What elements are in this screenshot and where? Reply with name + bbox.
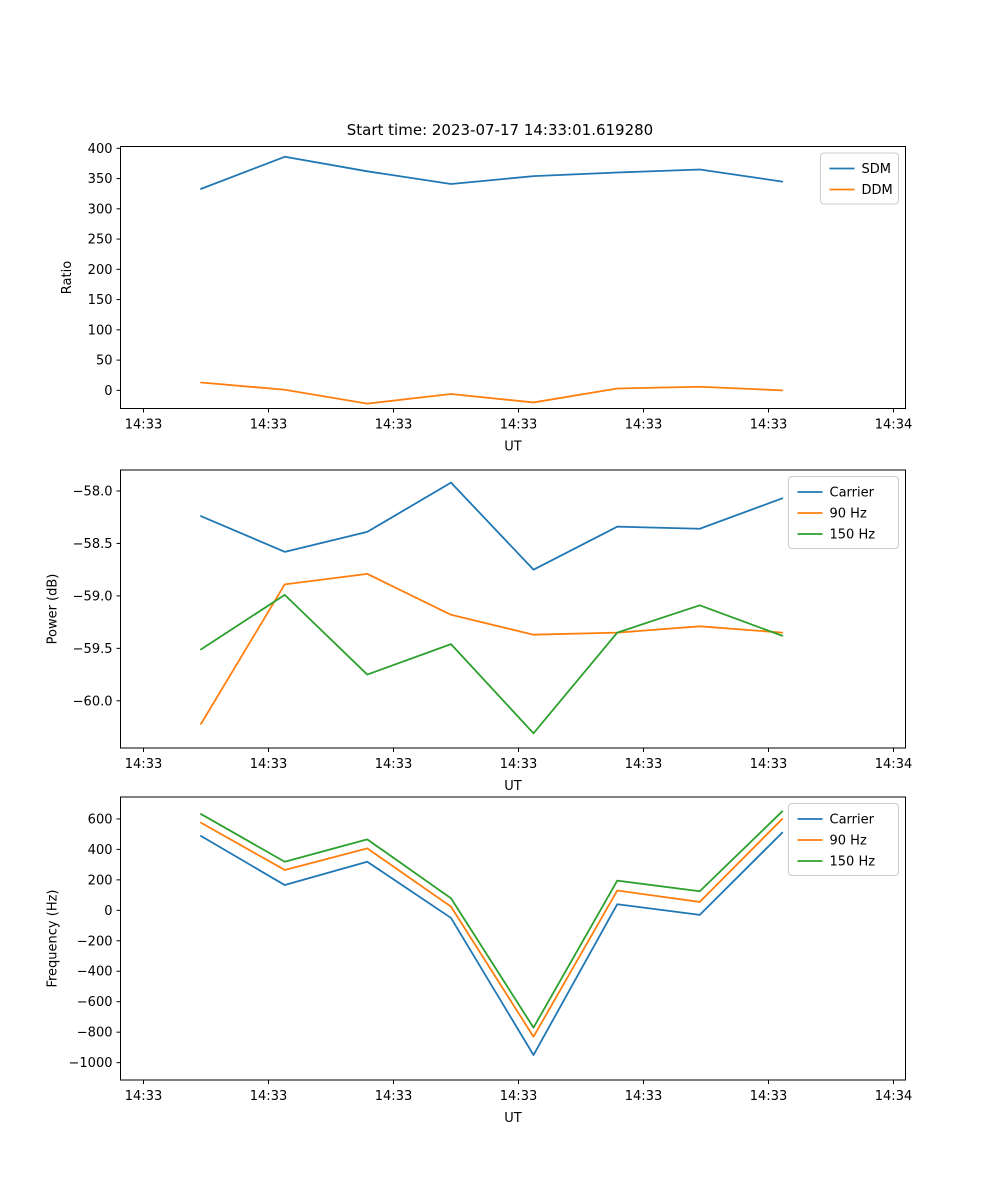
legend-label: DDM xyxy=(862,183,893,198)
x-axis-label: UT xyxy=(504,779,522,794)
legend-label: 150 Hz xyxy=(830,528,876,543)
x-tick-label: 14:33 xyxy=(625,418,662,433)
x-tick-label: 14:33 xyxy=(750,1089,787,1104)
y-tick-label: 200 xyxy=(88,263,113,278)
y-tick-label: 50 xyxy=(96,354,113,369)
x-tick-label: 14:33 xyxy=(250,1089,287,1104)
y-tick-label: −60.0 xyxy=(73,694,113,709)
y-tick-label: −600 xyxy=(77,995,113,1010)
legend: SDM DDM xyxy=(820,152,899,205)
series-line-sdm xyxy=(200,155,784,190)
series-line-150-hz xyxy=(200,593,784,735)
y-tick-label: −200 xyxy=(77,934,113,949)
x-axis-label: UT xyxy=(504,440,522,455)
axes-frame xyxy=(120,796,906,1081)
y-tick-label: −400 xyxy=(77,965,113,980)
y-axis-label: Ratio xyxy=(60,261,75,294)
x-tick-label: 14:33 xyxy=(750,757,787,772)
axes-frame xyxy=(120,469,906,749)
x-tick-label: 14:33 xyxy=(750,418,787,433)
y-tick-label: 0 xyxy=(104,904,112,919)
y-tick-label: −59.5 xyxy=(73,642,113,657)
y-axis-label: Frequency (Hz) xyxy=(46,889,61,987)
x-tick-label: 14:34 xyxy=(875,1089,912,1104)
x-tick-label: 14:33 xyxy=(250,418,287,433)
legend-label: 150 Hz xyxy=(830,855,876,870)
legend: Carrier 90 Hz 150 Hz xyxy=(788,803,899,876)
series-line-90-hz xyxy=(200,818,784,1038)
x-tick-label: 14:33 xyxy=(500,1089,537,1104)
x-tick-label: 14:33 xyxy=(375,418,412,433)
y-tick-label: −59.0 xyxy=(73,589,113,604)
legend-label: Carrier xyxy=(830,486,875,501)
y-tick-label: 100 xyxy=(88,323,113,338)
x-tick-label: 14:33 xyxy=(500,418,537,433)
x-tick-label: 14:33 xyxy=(250,757,287,772)
series-line-150-hz xyxy=(200,810,784,1029)
series-line-90-hz xyxy=(200,572,784,725)
x-tick-label: 14:33 xyxy=(625,757,662,772)
legend-label: 90 Hz xyxy=(830,507,867,522)
axes-frame xyxy=(120,146,906,409)
y-tick-label: 150 xyxy=(88,293,113,308)
legend-label: 90 Hz xyxy=(830,834,867,849)
y-tick-label: −58.5 xyxy=(73,537,113,552)
legend-box xyxy=(820,152,899,205)
x-tick-label: 14:34 xyxy=(875,757,912,772)
subplot-power: 14:33 14:33 14:33 14:33 14:33 14:33 14:34 −58.0… xyxy=(46,469,912,794)
x-tick-label: 14:33 xyxy=(625,1089,662,1104)
x-tick-label: 14:33 xyxy=(125,418,162,433)
y-tick-label: 300 xyxy=(88,202,113,217)
x-tick-label: 14:33 xyxy=(125,1089,162,1104)
y-tick-label: −800 xyxy=(77,1026,113,1041)
y-tick-label: 600 xyxy=(88,812,113,827)
x-tick-label: 14:34 xyxy=(875,418,912,433)
y-axis-label: Power (dB) xyxy=(46,574,61,645)
figure-title: Start time: 2023-07-17 14:33:01.619280 xyxy=(346,121,654,139)
legend-label: SDM xyxy=(862,162,891,177)
series-line-carrier xyxy=(200,481,784,571)
legend-box xyxy=(788,803,899,876)
x-axis-label: UT xyxy=(504,1111,522,1126)
y-tick-label: 400 xyxy=(88,142,113,157)
y-tick-label: 400 xyxy=(88,843,113,858)
legend: Carrier 90 Hz 150 Hz xyxy=(788,476,899,549)
subplot-frequency: 14:33 14:33 14:33 14:33 14:33 14:33 14:34 600 40… xyxy=(46,796,912,1126)
legend-box xyxy=(788,476,899,549)
x-tick-label: 14:33 xyxy=(125,757,162,772)
y-tick-label: −1000 xyxy=(69,1056,113,1071)
x-tick-label: 14:33 xyxy=(375,757,412,772)
x-tick-label: 14:33 xyxy=(375,1089,412,1104)
y-tick-label: 350 xyxy=(88,172,113,187)
y-tick-label: 250 xyxy=(88,233,113,248)
x-tick-label: 14:33 xyxy=(500,757,537,772)
y-tick-label: 200 xyxy=(88,873,113,888)
legend-label: Carrier xyxy=(830,813,875,828)
series-line-carrier xyxy=(200,831,784,1056)
y-tick-label: 0 xyxy=(104,384,112,399)
y-tick-label: −58.0 xyxy=(73,484,113,499)
subplot-ratio: 14:33 14:33 14:33 14:33 14:33 14:33 14:34 0 50 10… xyxy=(60,142,912,455)
series-line-ddm xyxy=(200,381,784,405)
